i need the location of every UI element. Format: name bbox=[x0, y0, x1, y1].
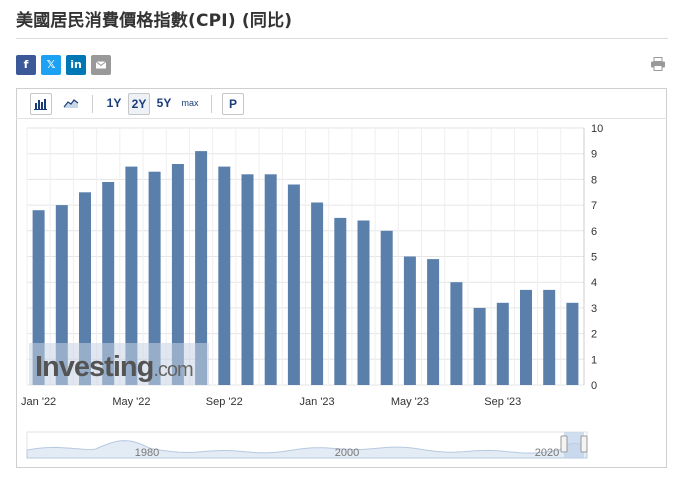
navigator-left-handle[interactable] bbox=[560, 435, 568, 453]
navigator-right-handle[interactable] bbox=[580, 435, 588, 453]
y-tick-label: 6 bbox=[591, 226, 597, 238]
time-navigator[interactable]: 1980 2000 2020 bbox=[26, 430, 588, 460]
linkedin-share-button[interactable]: in bbox=[66, 55, 86, 75]
y-tick-label: 1 bbox=[591, 354, 597, 366]
bar[interactable] bbox=[171, 164, 184, 385]
bar[interactable] bbox=[241, 174, 254, 385]
y-tick-label: 9 bbox=[591, 149, 597, 161]
y-tick-label: 8 bbox=[591, 174, 597, 186]
toolbar-divider bbox=[16, 118, 667, 119]
range-2y-button[interactable]: 2Y bbox=[128, 93, 150, 115]
bar[interactable] bbox=[496, 302, 509, 385]
y-tick-label: 7 bbox=[591, 200, 597, 212]
cpi-bar-chart: Investing.com 0 1 2 3 4 5 6 7 8 9 10 Jan '22 May '2… bbox=[21, 123, 603, 408]
watermark-logo: Investing.com bbox=[35, 351, 193, 383]
bar[interactable] bbox=[195, 151, 208, 385]
bar[interactable] bbox=[32, 210, 45, 385]
x-tick-label: May '23 bbox=[391, 396, 429, 408]
bar[interactable] bbox=[380, 230, 393, 385]
y-tick-label: 2 bbox=[591, 329, 597, 341]
facebook-share-button[interactable]: f bbox=[16, 55, 36, 75]
y-tick-label: 4 bbox=[591, 277, 597, 289]
range-max-button[interactable]: max bbox=[181, 98, 199, 108]
bar[interactable] bbox=[473, 307, 486, 385]
bar[interactable] bbox=[148, 171, 161, 385]
bar-chart-type-button[interactable] bbox=[30, 93, 52, 115]
navigator-history-line bbox=[26, 440, 588, 459]
x-tick-label: Jan '23 bbox=[300, 396, 335, 408]
bar[interactable] bbox=[427, 259, 440, 385]
area-chart-icon bbox=[63, 99, 79, 108]
navigator-year-label: 1980 bbox=[135, 447, 159, 459]
y-tick-label: 5 bbox=[591, 252, 597, 264]
bar[interactable] bbox=[55, 205, 68, 385]
title-divider bbox=[16, 38, 668, 39]
bar[interactable] bbox=[264, 174, 277, 385]
bar[interactable] bbox=[311, 202, 324, 386]
x-tick-label: Sep '23 bbox=[484, 396, 521, 408]
bar[interactable] bbox=[218, 166, 231, 385]
watermark-brand: Investing bbox=[35, 351, 153, 383]
bar[interactable] bbox=[334, 217, 347, 385]
mail-icon bbox=[95, 61, 107, 69]
printer-icon bbox=[651, 57, 665, 71]
navigator-year-label: 2000 bbox=[335, 447, 359, 459]
bar[interactable] bbox=[287, 184, 300, 386]
bar[interactable] bbox=[102, 182, 115, 385]
y-tick-label: 0 bbox=[591, 380, 597, 392]
watermark-band bbox=[29, 343, 209, 385]
twitter-share-button[interactable]: 𝕏 bbox=[41, 55, 61, 75]
toolbar-separator bbox=[92, 95, 93, 113]
bar[interactable] bbox=[450, 282, 463, 385]
range-1y-button[interactable]: 1Y bbox=[106, 96, 122, 110]
navigator-svg: 1980 2000 2020 bbox=[26, 431, 588, 459]
y-tick-label: 10 bbox=[591, 123, 603, 135]
email-share-button[interactable] bbox=[91, 55, 111, 75]
bar[interactable] bbox=[543, 289, 556, 385]
area-chart-type-button[interactable] bbox=[60, 93, 82, 115]
print-button[interactable] bbox=[650, 56, 666, 72]
watermark-suffix: .com bbox=[153, 359, 193, 381]
x-tick-label: May '22 bbox=[112, 396, 150, 408]
x-tick-label: Sep '22 bbox=[206, 396, 243, 408]
page-title: 美國居民消費價格指數(CPI) (同比) bbox=[16, 11, 293, 31]
bar[interactable] bbox=[403, 256, 416, 386]
bar-chart-icon bbox=[34, 99, 47, 110]
bar[interactable] bbox=[566, 302, 579, 385]
bar[interactable] bbox=[79, 192, 91, 386]
p-button[interactable]: P bbox=[222, 93, 244, 115]
bar[interactable] bbox=[125, 166, 138, 385]
x-tick-label: Jan '22 bbox=[21, 396, 56, 408]
navigator-year-label: 2020 bbox=[535, 447, 559, 459]
toolbar-separator bbox=[211, 95, 212, 113]
navigator-selection[interactable] bbox=[564, 432, 584, 458]
range-5y-button[interactable]: 5Y bbox=[156, 96, 172, 110]
chart-svg: Investing.com 0 1 2 3 4 5 6 7 8 9 10 Jan '22 May '2… bbox=[21, 123, 603, 408]
y-tick-label: 3 bbox=[591, 303, 597, 315]
bar[interactable] bbox=[520, 289, 532, 385]
bar[interactable] bbox=[357, 220, 370, 386]
